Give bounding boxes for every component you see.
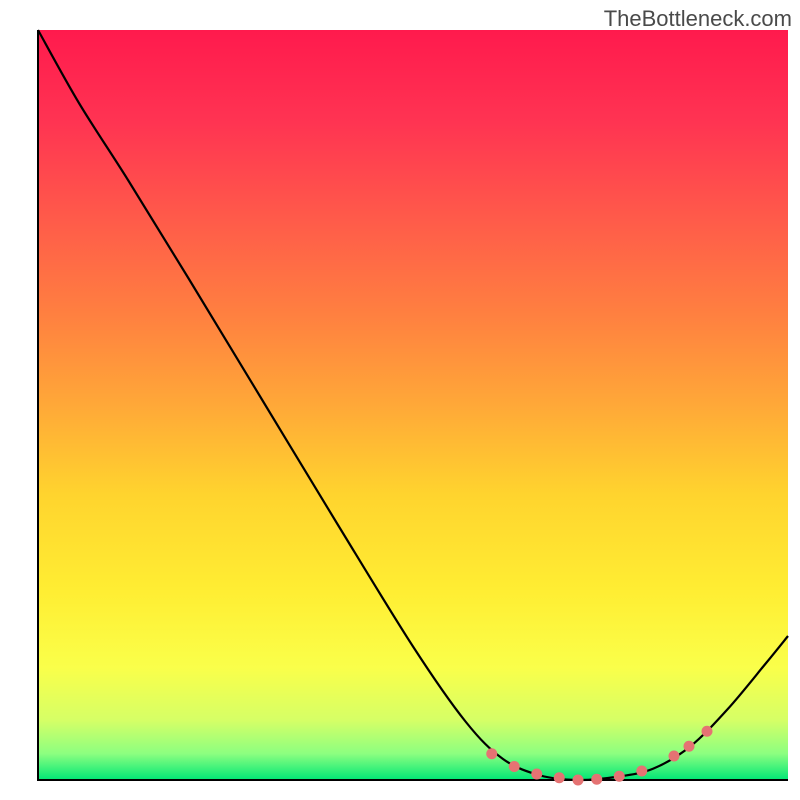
curve-marker [684,741,695,752]
curve-marker [702,726,713,737]
curve-marker [486,748,497,759]
curve-marker [669,751,680,762]
curve-marker [509,761,520,772]
bottleneck-chart: TheBottleneck.com [0,0,800,800]
plot-background [38,30,788,780]
curve-marker [531,769,542,780]
chart-svg [0,0,800,800]
curve-marker [554,772,565,783]
curve-marker [573,775,584,786]
watermark-label: TheBottleneck.com [604,6,792,32]
curve-marker [591,774,602,785]
curve-marker [636,766,647,777]
curve-marker [614,771,625,782]
